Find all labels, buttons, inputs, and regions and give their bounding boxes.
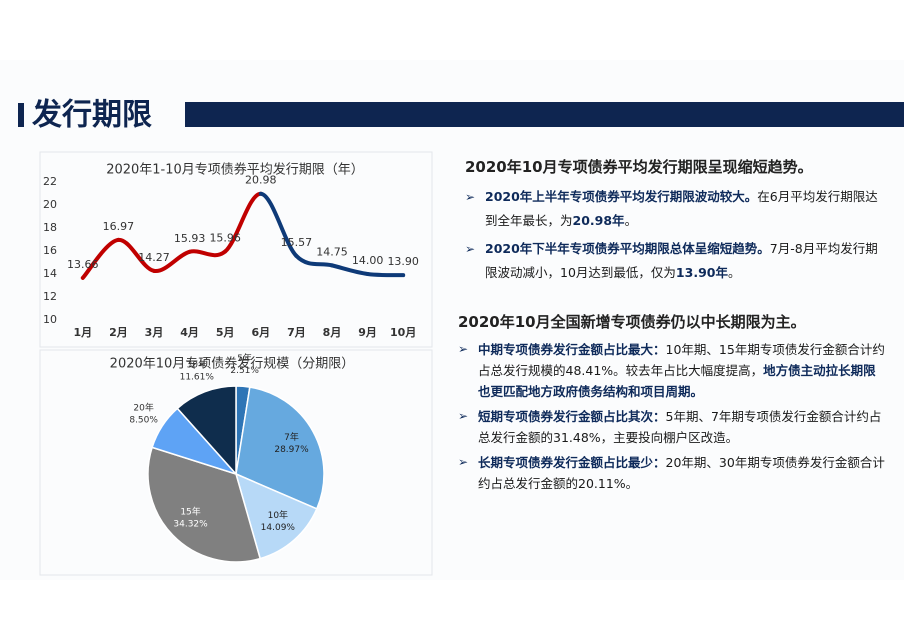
x-tick-label: 2月	[109, 326, 128, 339]
slice-category: 30年	[187, 359, 207, 371]
title-bar	[185, 102, 904, 127]
y-tick-label: 18	[43, 221, 57, 234]
x-tick-label: 4月	[180, 326, 199, 339]
pie-slice	[234, 472, 318, 560]
bullet: 2020年上半年专项债券平均发行期限波动较大。在6月平均发行期限达到全年最长，为…	[465, 185, 890, 233]
line-segment	[294, 253, 334, 268]
section-heading: 2020年10月专项债券平均发行期限呈现缩短趋势。	[465, 158, 813, 176]
y-tick-label: 12	[43, 290, 57, 303]
line-segment	[152, 249, 192, 273]
bold-text: 长期专项债券发行金额占比最少：	[478, 455, 666, 470]
slice-label: 11.61%	[180, 373, 215, 383]
text-section: 2020年10月专项债券平均发行期限呈现缩短趋势。 2020年上半年专项债券平均发…	[465, 155, 890, 289]
slice-label: 34.32%	[173, 520, 208, 530]
chart-title: 2020年10月专项债券发行规模（分期限）	[110, 356, 355, 372]
slice-label: 14.09%	[261, 523, 296, 533]
data-label: 13.66	[67, 258, 99, 271]
x-tick-label: 5月	[216, 326, 235, 339]
line-segment	[330, 263, 370, 276]
text: 在6月平均发行期限达到全年最长，为	[485, 189, 878, 228]
chart-frame	[39, 151, 433, 348]
slice-label: 2.51%	[230, 366, 259, 376]
y-tick-label: 20	[43, 198, 57, 211]
data-label: 13.90	[387, 255, 419, 268]
pie-slice	[176, 385, 237, 476]
slice-category: 7年	[284, 431, 299, 443]
text: 7月-8月平均发行期限波动减小，10月达到最低，仅为	[485, 241, 878, 280]
slice-category: 10年	[268, 509, 288, 521]
line-segment	[116, 237, 156, 273]
slice-label: 8.50%	[129, 416, 158, 426]
bullet: 短期专项债券发行金额占比其次：5年期、7年期专项债发行金额合计约占总发行金额的3…	[458, 406, 888, 448]
data-label: 14.75	[316, 245, 348, 258]
x-tick-label: 9月	[358, 326, 377, 339]
text: 20年期、30年期专项债券发行金额合计约占总发行金额的20.11%。	[478, 455, 885, 491]
bullet: 中期专项债券发行金额占比最大：10年期、15年期专项债发行金额合计约占总发行规模…	[458, 339, 888, 402]
x-tick-label: 10月	[390, 326, 416, 339]
section-heading: 2020年10月全国新增专项债券仍以中长期限为主。	[458, 313, 806, 331]
page-title: 发行期限	[31, 98, 152, 133]
bullet: 长期专项债券发行金额占比最少：20年期、30年期专项债券发行金额合计约占总发行金…	[458, 452, 888, 494]
line-segment	[80, 237, 121, 280]
slice-category: 20年	[133, 402, 153, 414]
x-tick-label: 7月	[287, 326, 306, 339]
data-label: 15.57	[281, 236, 313, 249]
data-label: 20.98	[245, 174, 277, 187]
y-tick-label: 16	[43, 244, 57, 257]
pie-slice	[235, 386, 325, 510]
bold-text: 中期专项债券发行金额占比最大：	[478, 342, 666, 357]
data-label: 16.97	[103, 220, 135, 233]
y-tick-label: 14	[43, 267, 57, 280]
title-marker	[18, 103, 24, 127]
data-label: 14.00	[352, 254, 384, 267]
chart-frame	[39, 349, 433, 576]
chart-title: 2020年1-10月专项债券平均发行期限（年）	[106, 162, 364, 178]
data-label: 14.27	[138, 251, 170, 264]
bold-text: 2020年上半年专项债券平均发行期限波动较大。	[485, 189, 758, 204]
bold-text: 20.98年	[572, 213, 625, 228]
line-segment	[258, 191, 299, 258]
bullet: 2020年下半年专项债券平均期限总体呈缩短趋势。7月-8月平均发行期限波动减小，…	[465, 237, 890, 285]
text: 。	[727, 265, 741, 280]
text: 。	[624, 213, 638, 228]
slice-category: 5年	[237, 352, 252, 364]
x-tick-label: 3月	[145, 326, 164, 339]
y-tick-label: 10	[43, 313, 57, 326]
line-segment	[223, 191, 263, 254]
line-segment	[187, 249, 228, 258]
data-label: 15.93	[174, 232, 206, 245]
bold-text: 短期专项债券发行金额占比其次：	[478, 409, 666, 424]
y-tick-label: 22	[43, 175, 57, 188]
x-tick-label: 1月	[73, 326, 92, 339]
data-label: 15.96	[209, 231, 241, 244]
slice-label: 28.97%	[274, 445, 309, 455]
text-section: 2020年10月全国新增专项债券仍以中长期限为主。中期专项债券发行金额占比最大：…	[458, 312, 888, 498]
x-tick-label: 8月	[323, 326, 342, 339]
text: 10年期、15年期专项债发行金额合计约占总发行规模的48.41%。较去年占比大幅…	[478, 342, 885, 378]
pie-slice	[147, 446, 262, 563]
text: 5年期、7年期专项债发行金额合计约占总发行金额的31.48%，主要投向棚户区改造…	[478, 409, 882, 445]
bold-text: 13.90年	[675, 265, 728, 280]
line-segment	[365, 272, 406, 278]
bold-text: 地方债主动拉长期限也更匹配地方政府债务结构和项目周期。	[478, 363, 876, 399]
slice-category: 15年	[180, 506, 200, 518]
x-tick-label: 6月	[251, 326, 270, 339]
bold-text: 2020年下半年专项债券平均期限总体呈缩短趋势。	[485, 241, 770, 256]
